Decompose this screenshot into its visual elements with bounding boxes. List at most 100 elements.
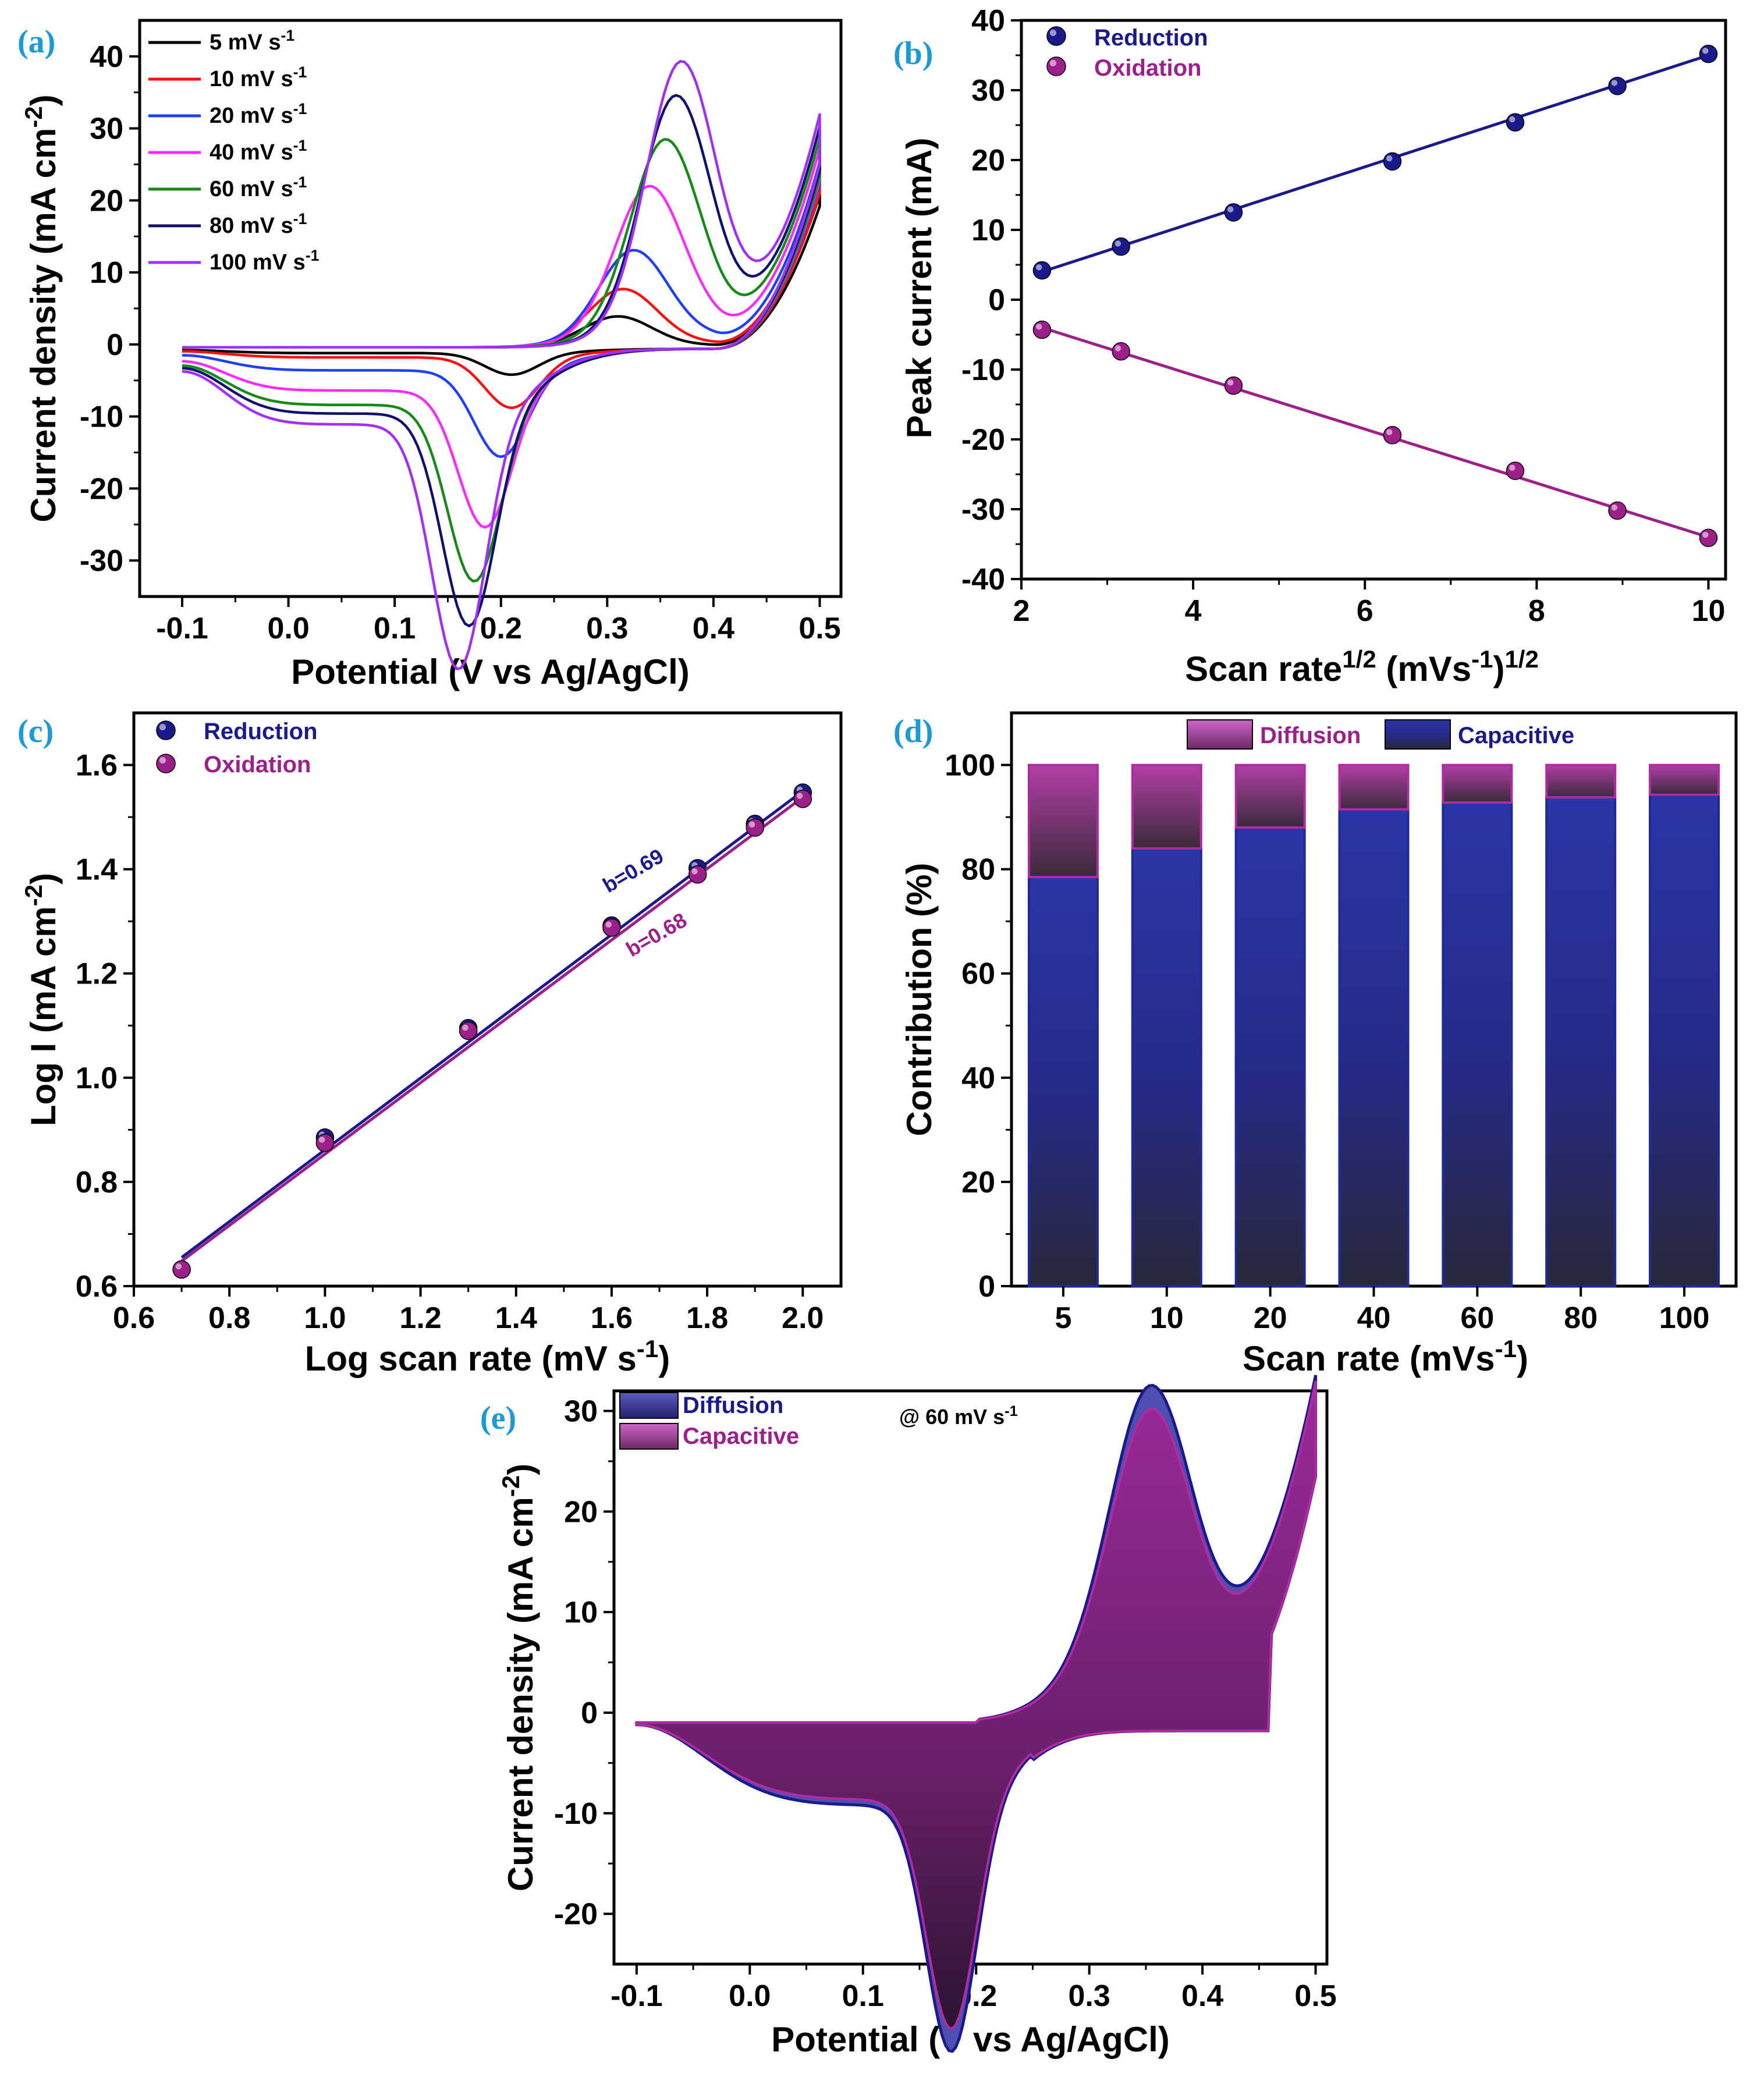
bar-capacitive bbox=[1442, 801, 1513, 1287]
x-tick-label: 1.8 bbox=[686, 1301, 728, 1335]
bar-capacitive bbox=[1545, 796, 1617, 1287]
slope-annotation: b=0.69 bbox=[599, 844, 668, 897]
text-span: 20 mV s bbox=[210, 104, 293, 128]
data-point-highlight bbox=[1227, 379, 1234, 386]
x-tick-label: 0.1 bbox=[842, 1979, 884, 2013]
y-tick-label: 1.6 bbox=[76, 749, 118, 783]
bar-diffusion bbox=[1131, 764, 1202, 850]
y-axis-label: Peak current (mA) bbox=[900, 138, 939, 439]
panel-c: 0.6 0.8 1.0 1.2 1.4 1.6 1.8 2.0 0.6 0.8 1.0 1.2 1.4 1… bbox=[17, 711, 843, 1378]
y-tick-label: 30 bbox=[564, 1395, 598, 1429]
superscript: 1/2 bbox=[1504, 645, 1538, 673]
superscript: -2 bbox=[20, 885, 47, 906]
data-point bbox=[1224, 376, 1243, 395]
data-point bbox=[602, 918, 621, 937]
panel-a: -0.1 0.0 0.1 0.2 0.3 0.4 0.5 -30 -20 -10 0 10 20 30 40… bbox=[17, 19, 843, 691]
superscript: -2 bbox=[497, 1475, 524, 1497]
y-tick-label: 10 bbox=[90, 256, 123, 290]
legend-label: 5 mV s-1 bbox=[210, 27, 294, 55]
data-point-highlight bbox=[748, 821, 755, 828]
x-tick-label: 0.0 bbox=[267, 612, 309, 645]
x-axis-label: Scan rate1/2 (mVs-1)1/2 bbox=[1185, 645, 1539, 689]
x-tick-label: 0.4 bbox=[1181, 1979, 1223, 2013]
data-point bbox=[746, 818, 764, 837]
data-point bbox=[459, 1021, 478, 1040]
superscript: -1 bbox=[293, 63, 307, 81]
superscript: -1 bbox=[1471, 645, 1493, 673]
superscript: -1 bbox=[281, 27, 295, 44]
y-tick-label: 0.6 bbox=[76, 1270, 118, 1304]
superscript: -1 bbox=[1495, 1335, 1517, 1362]
text-span: Scan rate (mVs bbox=[1243, 1339, 1495, 1378]
x-axis-label: Potential (V vs Ag/AgCl) bbox=[291, 652, 690, 691]
y-axis-label: Log I (mA cm-2) bbox=[20, 873, 63, 1126]
legend-marker bbox=[1046, 26, 1066, 46]
panel-e: -0.1 0.0 0.1 0.2 0.3 0.4 0.5-20-100102030(e)Po… bbox=[480, 1375, 1337, 2059]
y-tick-label: 20 bbox=[564, 1495, 598, 1529]
y-axis-label: Current density (mA cm-2) bbox=[497, 1464, 541, 1891]
data-point bbox=[1383, 426, 1402, 445]
x-tick-label: 100 bbox=[1659, 1301, 1710, 1335]
text-span: 80 mV s bbox=[210, 214, 293, 238]
legend-marker-highlight bbox=[1049, 29, 1056, 37]
x-tick-label: 5 bbox=[1055, 1301, 1071, 1335]
x-tick-label: 1.2 bbox=[399, 1301, 441, 1335]
bar-capacitive bbox=[1649, 793, 1720, 1287]
superscript: -1 bbox=[293, 173, 307, 191]
data-point-highlight bbox=[691, 868, 698, 875]
x-tick-label: 0.6 bbox=[113, 1301, 155, 1335]
x-tick-label: -0.1 bbox=[611, 1979, 663, 2013]
data-point bbox=[1608, 77, 1627, 95]
data-point bbox=[1383, 152, 1402, 171]
superscript: -1 bbox=[293, 137, 307, 154]
data-point-highlight bbox=[1035, 264, 1042, 271]
y-axis-label: Current density (mA cm-2) bbox=[20, 94, 63, 522]
panel-label: (a) bbox=[17, 24, 55, 60]
fit-line bbox=[180, 796, 804, 1263]
superscript: -1 bbox=[1005, 1403, 1017, 1419]
y-tick-label: -10 bbox=[80, 400, 123, 434]
y-tick-label: -30 bbox=[80, 544, 123, 578]
y-tick-label: -20 bbox=[554, 1898, 598, 1932]
fit-line bbox=[1041, 326, 1709, 539]
y-tick-label: -20 bbox=[961, 423, 1005, 457]
legend-label: Diffusion bbox=[683, 1393, 783, 1418]
x-axis-label: Scan rate (mVs-1) bbox=[1243, 1335, 1528, 1379]
legend-label: 20 mV s-1 bbox=[210, 100, 307, 128]
panel-label: (d) bbox=[893, 713, 933, 750]
legend-marker bbox=[156, 720, 176, 740]
legend-swatch-capacitive bbox=[619, 1423, 679, 1450]
text-span: ) bbox=[24, 873, 63, 885]
legend-label: 10 mV s-1 bbox=[210, 63, 307, 91]
x-tick-label: 0.3 bbox=[1069, 1979, 1110, 2013]
legend-label: Reduction bbox=[1094, 25, 1208, 51]
legend-label: 100 mV s-1 bbox=[210, 247, 320, 275]
legend-label: 60 mV s-1 bbox=[210, 173, 307, 201]
x-tick-label: 0.1 bbox=[374, 612, 416, 645]
x-tick-label: 4 bbox=[1185, 594, 1202, 628]
data-point-highlight bbox=[175, 1263, 182, 1270]
y-tick-label: 10 bbox=[564, 1596, 598, 1629]
annotation: @ 60 mV s-1 bbox=[899, 1403, 1018, 1429]
cv-curve-6 bbox=[182, 94, 821, 627]
data-point bbox=[1699, 528, 1718, 547]
data-point-highlight bbox=[1611, 504, 1618, 511]
y-tick-label: 80 bbox=[961, 853, 995, 887]
y-tick-label: -20 bbox=[80, 472, 123, 506]
data-point-highlight bbox=[1035, 324, 1042, 330]
x-tick-label: 2 bbox=[1013, 594, 1030, 628]
bar-diffusion bbox=[1649, 764, 1720, 796]
superscript: 1/2 bbox=[1342, 645, 1376, 673]
text-span: 60 mV s bbox=[210, 177, 293, 201]
data-point bbox=[1699, 44, 1718, 63]
y-tick-label: -10 bbox=[961, 353, 1005, 387]
legend-label: 80 mV s-1 bbox=[210, 210, 307, 238]
text-span: ) bbox=[1517, 1339, 1528, 1378]
x-tick-label: 40 bbox=[1357, 1301, 1391, 1335]
data-point bbox=[1032, 320, 1052, 339]
data-point bbox=[688, 865, 707, 884]
data-point bbox=[315, 1134, 335, 1152]
legend-label: Capacitive bbox=[683, 1423, 799, 1449]
capacitive-area bbox=[635, 1380, 1317, 2030]
y-tick-label: 0.8 bbox=[76, 1166, 118, 1199]
